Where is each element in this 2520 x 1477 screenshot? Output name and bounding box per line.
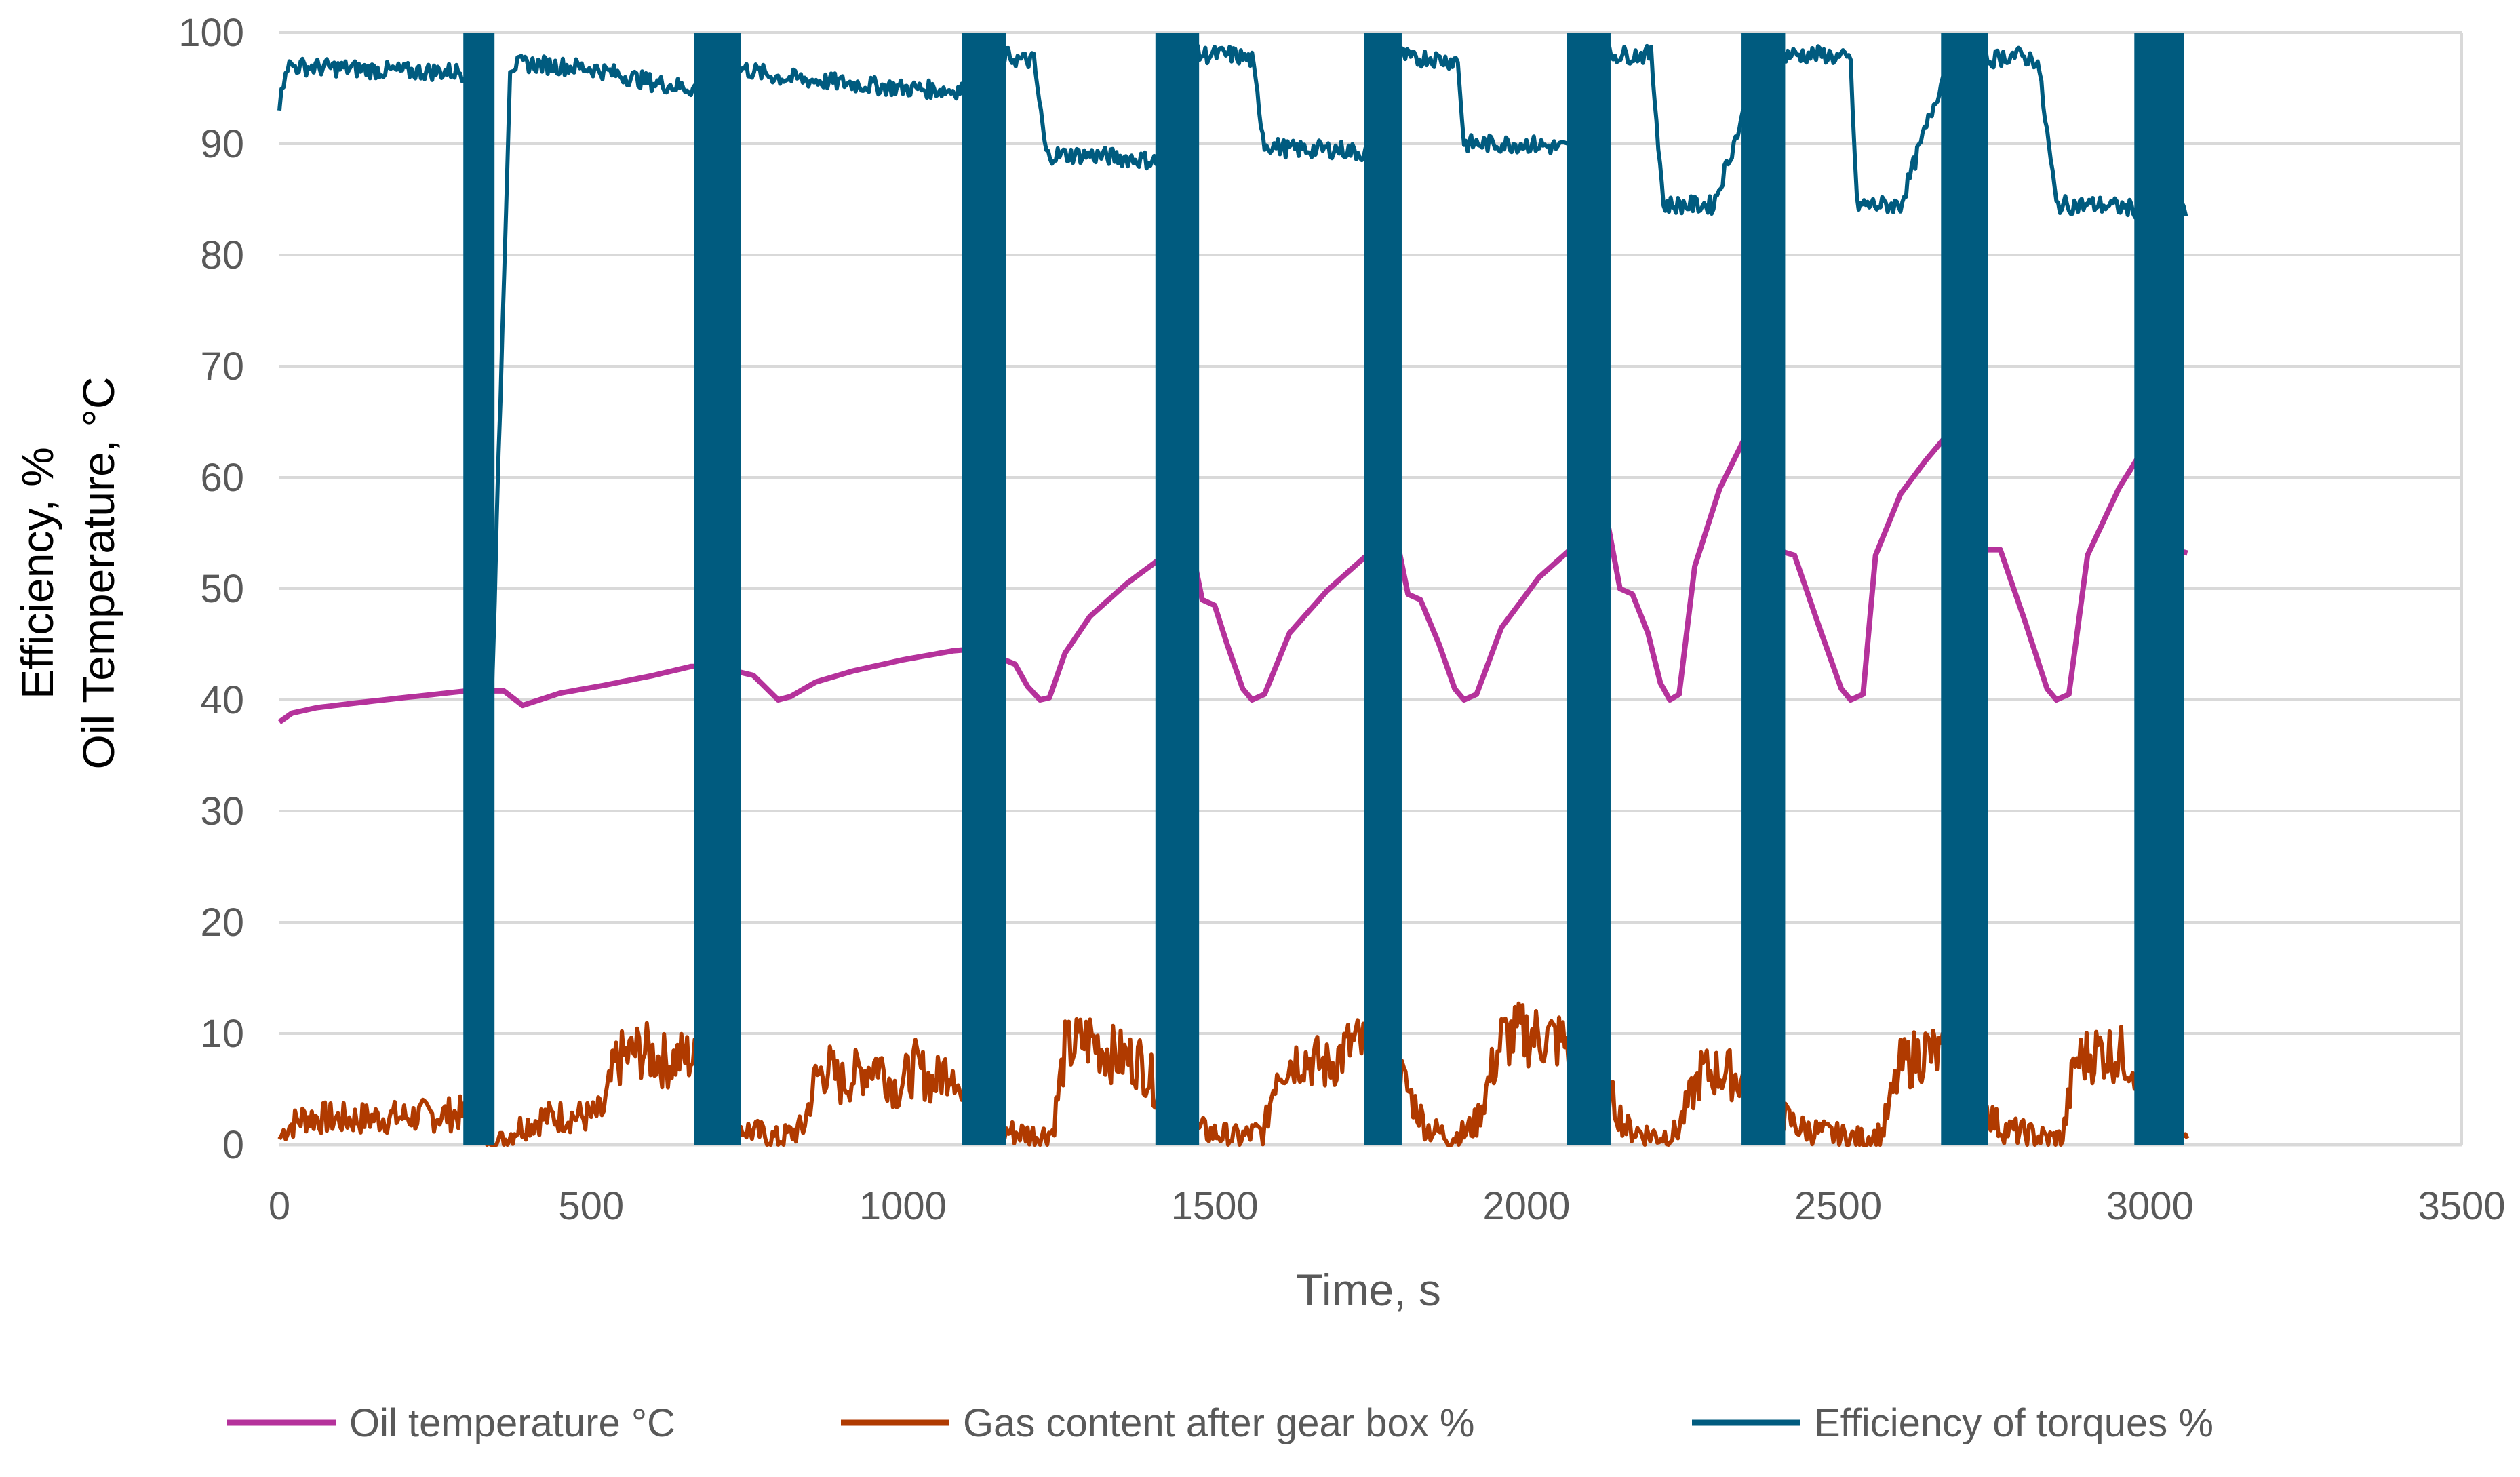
y-tick-label: 60 xyxy=(200,456,244,500)
legend-label-1: Gas content after gear box % xyxy=(963,1401,1474,1445)
x-tick-label: 2000 xyxy=(1482,1184,1570,1228)
y-tick-label: 40 xyxy=(200,678,244,722)
efficiency-oscillation-band xyxy=(463,33,495,1145)
legend-label-0: Oil temperature °C xyxy=(349,1401,675,1445)
x-axis-title: Time, s xyxy=(1296,1265,1441,1315)
y-tick-label: 70 xyxy=(200,344,244,389)
y-tick-label: 10 xyxy=(200,1012,244,1056)
x-tick-label: 1000 xyxy=(859,1184,947,1228)
series-line-1 xyxy=(277,1001,2190,1147)
x-tick-label: 1500 xyxy=(1171,1184,1259,1228)
efficiency-oscillation-band xyxy=(1567,33,1611,1145)
x-tick-label: 0 xyxy=(269,1184,290,1228)
series-line-0 xyxy=(277,435,2188,725)
y-tick-label: 20 xyxy=(200,901,244,945)
x-tick-label: 500 xyxy=(558,1184,624,1228)
x-tick-label: 2500 xyxy=(1794,1184,1882,1228)
efficiency-oscillation-band xyxy=(962,33,1006,1145)
y-tick-label: 50 xyxy=(200,567,244,611)
y-axis-title-line-2: Oil Temperature, °C xyxy=(73,376,123,769)
y-tick-label: 80 xyxy=(200,233,244,277)
y-tick-label: 30 xyxy=(200,789,244,833)
y-tick-label: 90 xyxy=(200,122,244,166)
efficiency-oscillation-band xyxy=(1741,33,1786,1145)
y-tick-label: 100 xyxy=(178,11,244,55)
legend: Oil temperature °C Gas content after gear… xyxy=(227,1401,2213,1445)
series-layer xyxy=(277,33,2190,1147)
efficiency-oscillation-band xyxy=(694,33,741,1145)
efficiency-oscillation-band xyxy=(2134,33,2184,1145)
series-line-2 xyxy=(277,43,2188,922)
y-tick-label: 0 xyxy=(222,1123,244,1167)
y-axis-title-line-1: Efficiency, % xyxy=(12,447,62,699)
x-tick-label: 3500 xyxy=(2418,1184,2505,1228)
axis-titles: Time, s Efficiency, % Oil Temperature, °… xyxy=(12,376,1441,1315)
efficiency-oscillation-band xyxy=(1364,33,1402,1145)
legend-label-2: Efficiency of torques % xyxy=(1814,1401,2213,1445)
efficiency-oscillation-band xyxy=(1941,33,1988,1145)
efficiency-oscillation-band xyxy=(1155,33,1200,1145)
x-tick-label: 3000 xyxy=(2106,1184,2194,1228)
